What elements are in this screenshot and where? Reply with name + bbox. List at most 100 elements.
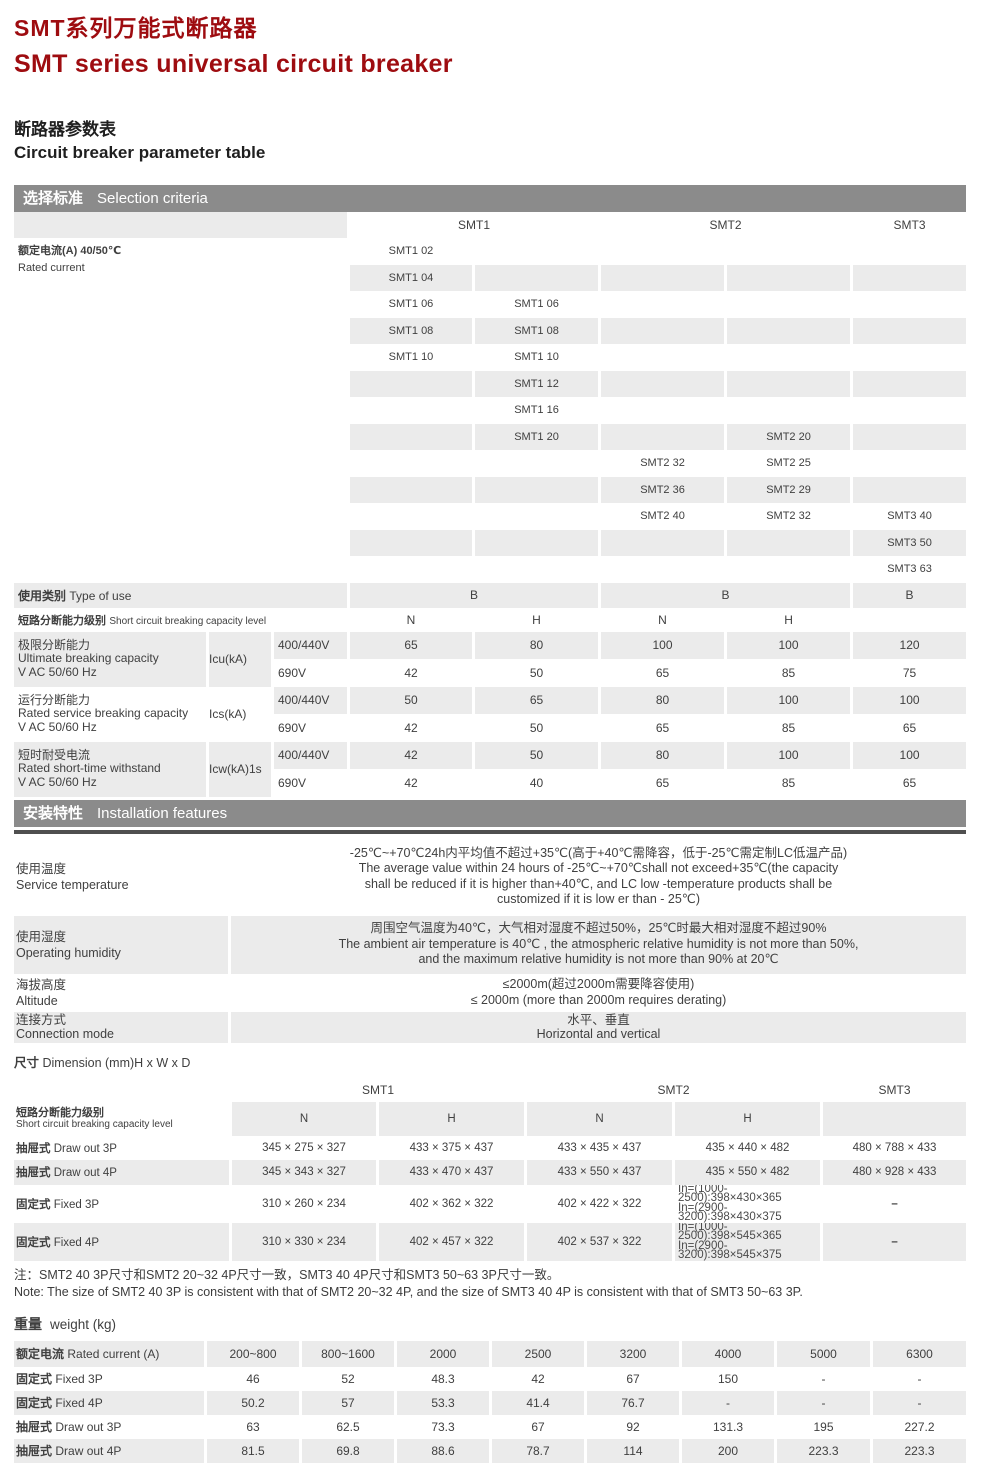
voltage-cell: 690V xyxy=(278,775,307,790)
weight-value-cell: 81.5 xyxy=(207,1438,299,1463)
capacity-value-cell: 65 xyxy=(655,720,670,735)
rated-model-cell xyxy=(853,264,967,291)
dim-value-cell: 480 × 788 × 433 xyxy=(852,1141,937,1154)
rated-model-cell: SMT3 63 xyxy=(887,563,932,576)
rated-model-cell xyxy=(601,529,725,556)
capacity-value-cell: 40 xyxy=(529,775,544,790)
weight-title: 重量 weight (kg) xyxy=(14,1314,988,1334)
section-bar-selection: 选择标准 Selection criteria xyxy=(14,185,966,212)
rated-model-cell xyxy=(853,317,967,344)
model-header-smt2: SMT2 xyxy=(709,218,742,232)
rated-model-cell xyxy=(475,503,598,530)
weight-value-cell: - xyxy=(682,1390,774,1415)
weight-value-cell: 63 xyxy=(246,1419,260,1434)
voltage-cell: 400/440V xyxy=(274,741,347,769)
rated-model-cell: SMT1 10 xyxy=(514,351,559,364)
install-label-cn: 海拔高度 xyxy=(16,977,67,992)
rated-current-label-en: Rated current xyxy=(18,262,85,274)
model-header-smt1: SMT1 xyxy=(458,218,491,232)
group-symbol-icu: Icu(kA) xyxy=(209,631,271,687)
weight-title-cn: 重量 xyxy=(14,1315,42,1332)
rated-model-cell: SMT2 25 xyxy=(766,457,811,470)
weight-row-label-en: Fixed 3P xyxy=(55,1372,103,1386)
rated-model-cell xyxy=(727,344,850,371)
weight-col-header: 4000 xyxy=(682,1340,774,1367)
dimension-table: SMT1 SMT2 SMT3 短路分断能力级别 Short circuit bre… xyxy=(11,1078,969,1261)
weight-value-cell: 92 xyxy=(626,1419,640,1434)
group-label-en: Rated service breaking capacity xyxy=(18,706,189,721)
capacity-value-cell: 65 xyxy=(655,665,670,680)
capacity-value-cell: 65 xyxy=(655,775,670,790)
dim-value-cell: 310 × 260 × 234 xyxy=(262,1197,346,1210)
rated-model-cell xyxy=(350,503,472,530)
dim-level-cell: N xyxy=(527,1101,673,1136)
weight-value-cell: 150 xyxy=(717,1371,739,1386)
page-title-en: SMT series universal circuit breaker xyxy=(14,50,453,78)
dim-value-cell: 402 × 537 × 322 xyxy=(527,1222,673,1261)
capacity-value-cell: 100 xyxy=(727,741,851,769)
rated-model-cell xyxy=(727,291,850,318)
install-label-cn: 使用温度 xyxy=(16,861,67,876)
selection-criteria-table: SMT1 SMT2 SMT3 额定电流(A) 40/50℃ Rated curr… xyxy=(11,212,969,797)
rated-model-cell xyxy=(350,556,472,583)
dim-value-cell: 402 × 457 × 322 xyxy=(379,1222,525,1261)
weight-value-cell: 223.3 xyxy=(777,1438,870,1463)
rated-model-cell xyxy=(350,397,472,424)
dim-level-cell: N xyxy=(232,1101,376,1136)
capacity-level-value xyxy=(853,608,966,632)
group-symbol-icw: Icw(kA)1s xyxy=(209,741,271,797)
rated-model-cell xyxy=(601,291,724,318)
weight-row-label-cn: 固定式 xyxy=(16,1372,53,1386)
rated-current-label-cn: 额定电流(A) 40/50℃ xyxy=(18,245,122,257)
rated-model-cell xyxy=(727,317,851,344)
dim-header-spacer xyxy=(14,1078,229,1102)
rated-model-cell xyxy=(475,529,599,556)
dim-row-label-en: Fixed 3P xyxy=(53,1198,100,1211)
capacity-value-cell: 80 xyxy=(475,631,599,659)
selection-bar-cn: 选择标准 xyxy=(23,190,84,207)
dim-level-label: 短路分断能力级别 Short circuit breaking capacity … xyxy=(14,1102,229,1136)
install-label-en: Connection mode xyxy=(16,1027,114,1041)
capacity-value-cell: 42 xyxy=(404,665,418,680)
rated-model-cell xyxy=(853,397,966,424)
capacity-value-cell: 65 xyxy=(475,686,599,714)
dim-row-label: 固定式 Fixed 3P xyxy=(14,1185,229,1223)
weight-row-label-cn: 固定式 xyxy=(16,1396,53,1410)
capacity-value-cell: 120 xyxy=(853,631,967,659)
group-symbol-ics: Ics(kA) xyxy=(209,707,247,721)
weight-row-label: 固定式 Fixed 3P xyxy=(14,1367,204,1391)
rated-model-cell: SMT1 20 xyxy=(475,423,599,450)
dim-value-cell: 480 × 928 × 433 xyxy=(823,1160,967,1185)
group-label-freq: V AC 50/60 Hz xyxy=(18,774,97,789)
capacity-value-cell: 80 xyxy=(601,686,725,714)
selection-bar-en: Selection criteria xyxy=(97,190,208,207)
rated-model-cell xyxy=(350,476,472,503)
dim-row-label-cn: 抽屉式 xyxy=(16,1167,51,1180)
subtitle-en: Circuit breaker parameter table xyxy=(14,143,266,162)
install-row-label: 使用湿度 Operating humidity xyxy=(14,915,228,974)
group-label-icu: 极限分断能力 Ultimate breaking capacity V AC 5… xyxy=(14,631,206,687)
dim-row-label: 抽屉式 Draw out 4P xyxy=(14,1160,229,1185)
weight-value-cell: 42 xyxy=(531,1371,545,1386)
dim-value-cell: 345 × 275 × 327 xyxy=(262,1141,346,1154)
install-label-cn: 连接方式 xyxy=(16,1013,67,1027)
dim-level-label-en: Short circuit breaking capacity level xyxy=(16,1118,173,1130)
capacity-value-cell: 85 xyxy=(781,775,796,790)
rated-model-cell: SMT1 10 xyxy=(388,351,434,364)
capacity-level-label-cn: 短路分断能力级别 xyxy=(18,614,106,627)
capacity-value-cell: 75 xyxy=(902,665,917,680)
capacity-level-value: N xyxy=(406,612,416,627)
capacity-value-cell: 100 xyxy=(853,686,967,714)
header-spacer-cell xyxy=(14,212,347,238)
type-of-use-value: B xyxy=(853,582,967,608)
capacity-value-cell: 85 xyxy=(781,720,796,735)
weight-value-cell: - xyxy=(777,1390,870,1415)
rated-model-cell xyxy=(727,529,851,556)
dim-level-cell: H xyxy=(379,1101,525,1136)
group-label-cn: 运行分断能力 xyxy=(18,692,91,707)
installation-bar-en: Installation features xyxy=(97,804,228,822)
weight-value-cell: 78.7 xyxy=(492,1438,584,1463)
capacity-value-cell: 42 xyxy=(350,741,472,769)
dimension-notes: 注：SMT2 40 3P尺寸和SMT2 20~32 4P尺寸一致，SMT3 40… xyxy=(14,1267,988,1301)
